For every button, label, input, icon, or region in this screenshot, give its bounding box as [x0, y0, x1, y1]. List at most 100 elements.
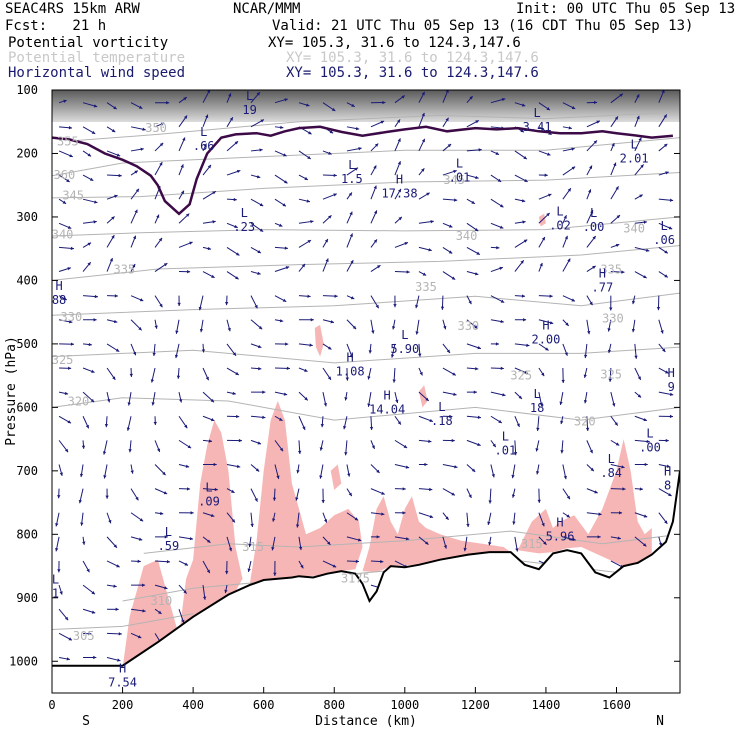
hl-value: 18 [530, 401, 544, 415]
wind-vector-head [180, 190, 184, 195]
wind-vector-head [68, 126, 73, 130]
wind-vector-head [201, 349, 206, 353]
wind-vector-head [229, 117, 233, 121]
wind-vector-head [636, 94, 640, 98]
wind-vector-head [87, 153, 92, 157]
wind-vector [514, 294, 526, 298]
wind-vector [370, 464, 380, 474]
wind-vector-head [475, 120, 479, 124]
wind-vector [394, 95, 406, 104]
wind-vector [322, 343, 332, 350]
wind-vector-head [284, 98, 288, 102]
wind-vector [150, 367, 156, 383]
hl-letter: L [348, 158, 355, 172]
wind-vector-head [478, 148, 482, 152]
wind-vector [586, 120, 601, 128]
wind-vector-head [254, 498, 258, 502]
wind-vector-head [59, 472, 63, 476]
wind-vector [370, 210, 378, 224]
wind-vector-head [128, 449, 132, 453]
wind-vector [514, 239, 528, 248]
wind-vector-head [138, 537, 143, 541]
hl-value: 9 [668, 380, 675, 394]
wind-vector [658, 90, 665, 103]
wind-vector-head [344, 452, 348, 456]
wind-vector-head [511, 494, 516, 498]
wind-vector [418, 391, 430, 402]
wind-vector [562, 215, 567, 224]
wind-vector [538, 262, 543, 272]
wind-vector-head [198, 306, 202, 311]
wind-vector [104, 416, 109, 428]
wind-vector [658, 114, 668, 128]
wind-vector-head [471, 468, 476, 472]
wind-vector-head [446, 349, 451, 353]
north-end-label: N [656, 714, 664, 729]
wind-vector [658, 198, 674, 202]
wind-vector [154, 295, 163, 308]
wind-vector [418, 138, 426, 152]
wind-vector-head [232, 352, 236, 356]
wind-vector-head [203, 143, 207, 148]
wind-vector [634, 367, 642, 381]
theta-label: 355 [57, 134, 79, 148]
hl-value: 2.00 [531, 333, 560, 347]
wind-vector [631, 319, 636, 333]
wind-vector [298, 198, 311, 203]
wind-vector [274, 266, 290, 273]
y-tick-label: 300 [16, 210, 38, 224]
wind-vector [466, 246, 481, 256]
wind-vector-head [283, 392, 288, 396]
wind-vector [298, 239, 312, 248]
wind-vector-head [425, 397, 429, 401]
wind-vector-head [273, 572, 277, 576]
wind-vector-head [415, 304, 419, 309]
field-xy-theta: XY= 105.3, 31.6 to 124.3,147.6 [286, 50, 539, 66]
wind-vector [202, 90, 211, 103]
wind-vector [607, 319, 612, 332]
wind-vector [298, 219, 314, 224]
wind-vector [418, 192, 430, 200]
wind-vector-head [475, 175, 479, 180]
wind-vector-head [454, 465, 458, 469]
wind-vector-head [210, 398, 215, 403]
hl-value: 2.01 [620, 152, 649, 166]
wind-vector-head [451, 438, 455, 443]
wind-vector-head [371, 445, 375, 449]
wind-vector-head [451, 276, 456, 280]
wind-vector-head [445, 90, 449, 93]
wind-vector-head [491, 473, 495, 478]
wind-vector-head [395, 399, 399, 404]
wind-vector-head [643, 275, 647, 279]
wind-vector-head [564, 235, 568, 240]
hl-letter: H [668, 366, 675, 380]
wind-vector [367, 392, 372, 407]
wind-vector-head [637, 394, 642, 398]
wind-vector-head [488, 500, 492, 504]
wind-vector-head [160, 511, 164, 516]
wind-vector-head [594, 490, 598, 494]
wind-vector-head [332, 564, 337, 568]
wind-vector [250, 174, 261, 179]
wind-vector [274, 319, 284, 323]
hl-letter: L [533, 106, 540, 120]
wind-vector [514, 536, 519, 552]
y-tick-label: 200 [16, 146, 38, 160]
wind-vector [346, 536, 362, 542]
wind-vector-head [544, 173, 548, 177]
wind-vector [127, 392, 132, 406]
wind-vector [130, 126, 146, 131]
wind-vector [250, 271, 261, 275]
wind-vector-head [210, 418, 215, 422]
wind-vector [418, 91, 426, 103]
shaded-region [330, 464, 342, 490]
wind-vector-head [109, 258, 113, 262]
wind-vector-head [213, 462, 217, 467]
wind-vector [58, 608, 69, 621]
wind-vector [586, 140, 598, 152]
wind-vector-head [523, 239, 528, 243]
wind-vector-head [447, 143, 452, 148]
hl-letter: L [200, 125, 207, 139]
wind-vector-head [207, 164, 211, 169]
